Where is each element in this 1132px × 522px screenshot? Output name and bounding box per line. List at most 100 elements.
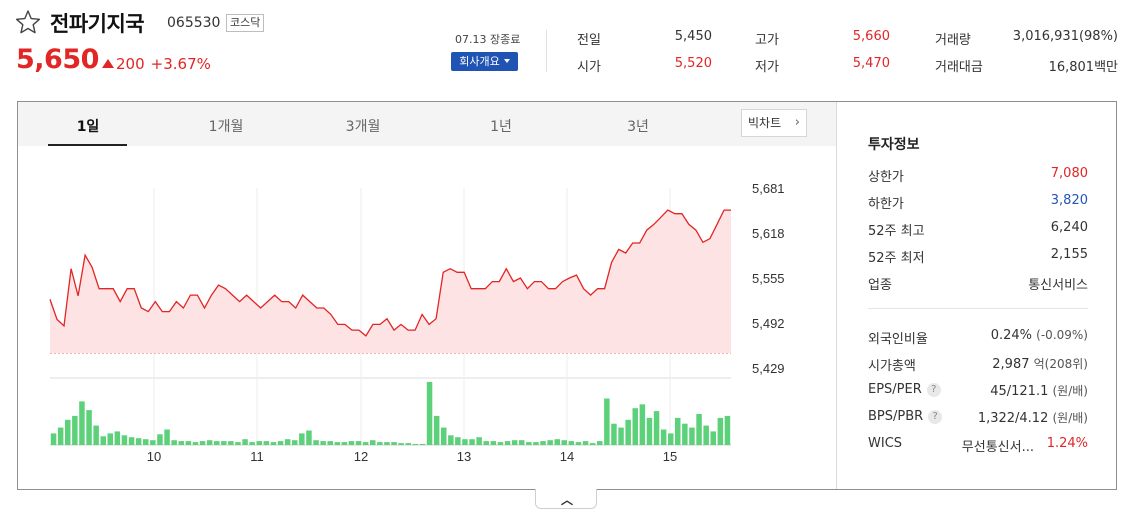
change-amount: 200 <box>116 55 145 73</box>
high-value: 5,660 <box>852 29 890 44</box>
volume-bar <box>618 427 624 445</box>
volume-bar <box>611 423 617 445</box>
prev-close-value: 5,450 <box>674 29 712 44</box>
low-label: 저가 <box>755 60 779 75</box>
volume-bar <box>653 411 660 445</box>
volume-bar <box>327 441 333 445</box>
eps-per-value: 45/121.1 (원/배) <box>990 382 1088 399</box>
volume-bar <box>412 444 419 445</box>
market-badge: 코스닥 <box>226 14 265 32</box>
volume-bar <box>689 427 695 445</box>
volume-bar <box>284 439 291 445</box>
volume-bar <box>292 440 298 445</box>
volume-bar <box>696 414 702 445</box>
volume-bar <box>441 427 447 445</box>
chart-panel: 1일 1개월 3개월 1년 3년 빅차트 › 10 11 12 13 14 15 5,681 5… <box>17 101 1117 490</box>
star-icon[interactable] <box>15 9 41 35</box>
chevron-right-icon: › <box>794 115 800 130</box>
volume-bar <box>668 433 674 445</box>
volume-bar <box>476 437 482 445</box>
volume-bar <box>86 410 92 445</box>
x-tick-label: 14 <box>560 449 574 464</box>
volume-bar <box>533 442 539 445</box>
chevron-up-icon: ︿ <box>561 493 574 507</box>
market-cap-rank: 억(208위) <box>1033 357 1088 371</box>
tab-1month[interactable]: 1개월 <box>208 119 244 135</box>
volume-bar <box>462 439 468 445</box>
x-tick-label: 10 <box>147 449 161 464</box>
volume-bar <box>270 442 277 445</box>
bps-pbr-row: BPS/PBR? 1,322/4.12 (원/배) <box>868 409 1088 427</box>
volume-bar <box>405 443 411 445</box>
volume-bar <box>589 443 596 445</box>
wics-sector-name[interactable]: 무선통신서... <box>961 440 1034 455</box>
volume-bar <box>306 430 312 445</box>
volume-bar <box>384 442 390 445</box>
volume-bar <box>341 442 348 445</box>
question-icon[interactable]: ? <box>928 410 943 424</box>
volume-bar <box>178 441 184 445</box>
volume-bar <box>639 404 646 445</box>
tab-1year[interactable]: 1년 <box>490 119 512 135</box>
volume-bar <box>313 440 319 445</box>
open-label: 시가 <box>577 60 601 75</box>
tab-1day[interactable]: 1일 <box>76 119 100 135</box>
volume-bar <box>433 415 440 445</box>
volume-bar <box>121 435 128 445</box>
volume-bar <box>150 440 156 445</box>
eps-per-unit: (원/배) <box>1052 384 1089 398</box>
volume-bar <box>419 444 426 445</box>
volume-bar <box>710 431 716 445</box>
volume-bar <box>554 439 560 445</box>
eps-per-row: EPS/PER? 45/121.1 (원/배) <box>868 382 1088 400</box>
high-label: 고가 <box>755 33 779 48</box>
company-overview-button[interactable]: 회사개요 <box>451 52 518 71</box>
foreign-ratio-number: 0.24% <box>990 328 1033 343</box>
upper-limit-label: 상한가 <box>868 170 904 185</box>
tab-3month[interactable]: 3개월 <box>345 119 381 135</box>
market-cap-label: 시가총액 <box>868 359 916 374</box>
low-value: 5,470 <box>852 56 890 71</box>
prev-close-label: 전일 <box>577 33 601 48</box>
market-close-label: 07.13 장종료 <box>455 33 521 46</box>
volume-bar <box>235 442 241 445</box>
volume-bar <box>660 429 667 445</box>
volume-bar <box>57 427 64 445</box>
volume-bar <box>192 442 199 445</box>
price-area-fill <box>50 210 731 353</box>
low-52week-value: 2,155 <box>1050 247 1088 262</box>
bps-pbr-unit: (원/배) <box>1052 411 1089 425</box>
foreign-ratio-row: 외국인비율 0.24% (-0.09%) <box>868 328 1088 347</box>
low-52week-row: 52주 최저 2,155 <box>868 247 1088 266</box>
tab-3year[interactable]: 3년 <box>627 119 649 135</box>
x-tick-label: 13 <box>457 449 471 464</box>
price-line <box>49 209 731 337</box>
volume-bar <box>377 442 383 445</box>
volume-bar <box>490 441 497 445</box>
volume-bar <box>72 415 78 445</box>
lower-limit-value: 3,820 <box>1050 193 1088 208</box>
volume-bar <box>164 429 170 445</box>
volume-bar <box>256 441 262 445</box>
volume-label: 거래량 <box>935 33 971 48</box>
y-tick-label: 5,618 <box>752 226 785 241</box>
volume-bar <box>497 442 504 445</box>
volume-bar <box>100 436 106 445</box>
foreign-ratio-change: (-0.09%) <box>1036 328 1088 342</box>
sector-value[interactable]: 통신서비스 <box>1028 278 1088 293</box>
volume-bar <box>575 442 582 445</box>
volume-bar <box>348 441 355 445</box>
collapse-button[interactable]: ︿ <box>535 489 597 509</box>
volume-bar <box>519 440 525 445</box>
market-cap-row: 시가총액 2,987 억(208위) <box>868 355 1088 374</box>
volume-bar <box>511 440 518 445</box>
y-tick-label: 5,555 <box>752 271 785 286</box>
question-icon[interactable]: ? <box>926 383 941 397</box>
eps-per-label-wrap: EPS/PER? <box>868 382 941 397</box>
volume-bar <box>263 441 270 445</box>
volume-bar <box>65 419 71 445</box>
volume-bar <box>483 441 489 445</box>
investment-info-title: 투자정보 <box>868 137 920 153</box>
high-52week-row: 52주 최고 6,240 <box>868 220 1088 239</box>
big-chart-button[interactable]: 빅차트 › <box>741 109 807 137</box>
